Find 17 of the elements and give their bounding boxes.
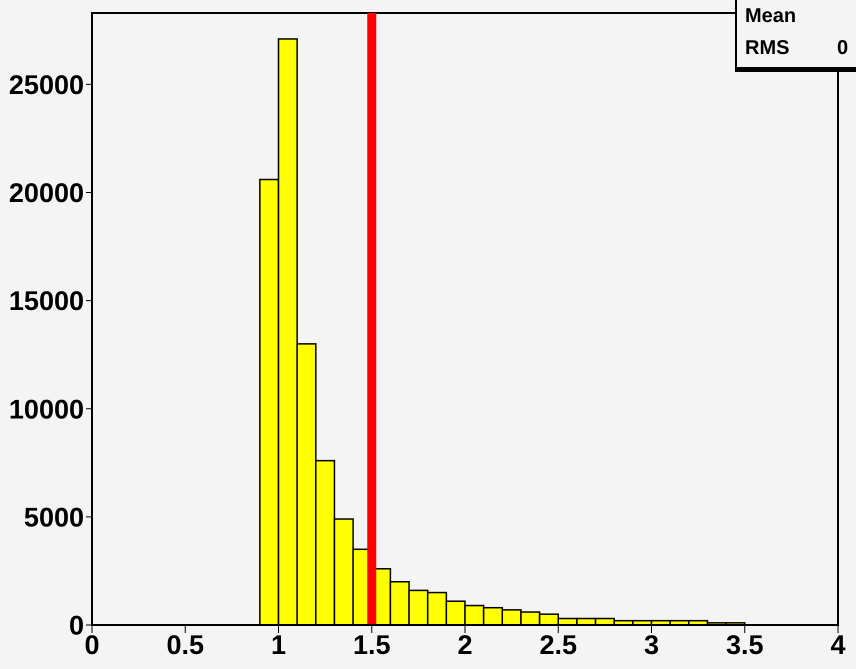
x-tick-label: 2 <box>457 630 473 660</box>
y-tick-label: 0 <box>68 610 84 641</box>
y-tick-label: 25000 <box>8 70 84 100</box>
annotation: 0 <box>837 37 848 60</box>
y-tick-label: 20000 <box>8 178 84 208</box>
annotation: RMS <box>745 37 790 60</box>
x-tick-label: 3 <box>644 630 660 660</box>
x-tick-label: 1 <box>270 630 286 660</box>
x-tick-label: 1.5 <box>352 630 391 660</box>
x-tick-label: 0.5 <box>166 630 204 660</box>
x-tick-label: 3.5 <box>726 630 764 660</box>
annotation: Mean <box>745 5 796 28</box>
y-tick-label: 15000 <box>8 286 84 316</box>
y-tick-label: 10000 <box>8 394 84 424</box>
x-tick-label: 4 <box>830 630 846 660</box>
y-tick-label: 5000 <box>24 502 84 532</box>
x-tick-label: 2.5 <box>539 630 578 660</box>
